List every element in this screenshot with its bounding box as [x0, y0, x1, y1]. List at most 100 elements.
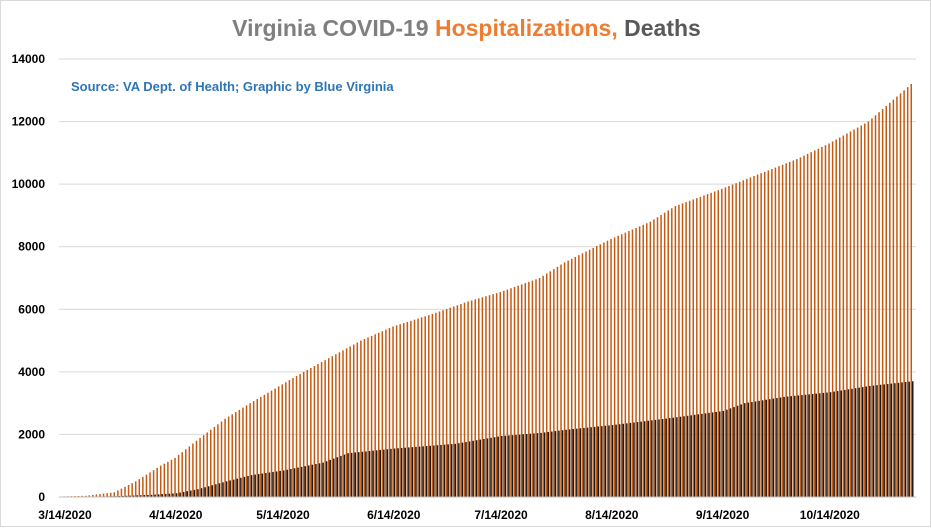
- bar-hospitalizations: [550, 271, 552, 497]
- bar-deaths: [294, 468, 296, 497]
- bar-deaths: [304, 466, 306, 497]
- bar-hospitalizations: [278, 386, 280, 497]
- bar-deaths: [737, 406, 739, 497]
- bar-deaths: [254, 475, 256, 497]
- bar-deaths: [576, 429, 578, 497]
- bar-deaths: [665, 419, 667, 497]
- bar-hospitalizations: [364, 339, 366, 497]
- bar-deaths: [251, 475, 253, 497]
- bar-hospitalizations: [542, 276, 544, 497]
- bar-deaths: [440, 445, 442, 497]
- bar-deaths: [219, 483, 221, 497]
- bar-deaths: [533, 433, 535, 497]
- bar-deaths: [798, 395, 800, 497]
- bar-deaths: [630, 423, 632, 497]
- bar-hospitalizations: [846, 134, 848, 497]
- bar-hospitalizations: [521, 284, 523, 497]
- bar-deaths: [812, 394, 814, 497]
- bar-deaths: [480, 440, 482, 497]
- bar-hospitalizations: [285, 382, 287, 497]
- y-tick-label: 2000: [18, 427, 45, 441]
- bar-deaths: [848, 389, 850, 497]
- bar-deaths: [891, 384, 893, 497]
- bar-deaths: [887, 384, 889, 497]
- bar-hospitalizations: [289, 380, 291, 497]
- bar-hospitalizations: [410, 321, 412, 497]
- bar-deaths: [651, 420, 653, 497]
- bar-hospitalizations: [335, 354, 337, 497]
- bar-deaths: [869, 386, 871, 497]
- bar-deaths: [680, 417, 682, 497]
- bar-hospitalizations: [464, 303, 466, 497]
- bar-deaths: [229, 480, 231, 497]
- bar-hospitalizations: [142, 477, 144, 497]
- bar-deaths: [640, 422, 642, 497]
- bar-hospitalizations: [578, 255, 580, 497]
- bar-deaths: [233, 480, 235, 497]
- y-tick-label: 12000: [12, 115, 46, 129]
- bar-hospitalizations: [793, 161, 795, 497]
- bar-hospitalizations: [610, 239, 612, 497]
- bar-hospitalizations: [617, 236, 619, 497]
- bar-deaths: [876, 385, 878, 497]
- bar-deaths: [690, 415, 692, 497]
- bar-deaths: [194, 490, 196, 497]
- bar-hospitalizations: [871, 118, 873, 497]
- bar-hospitalizations: [457, 305, 459, 497]
- bar-deaths: [605, 426, 607, 497]
- bar-deaths: [826, 393, 828, 497]
- bar-hospitalizations: [868, 122, 870, 497]
- bar-hospitalizations: [264, 395, 266, 497]
- bar-hospitalizations: [535, 279, 537, 497]
- y-tick-label: 6000: [18, 302, 45, 316]
- bar-deaths: [401, 448, 403, 497]
- bar-deaths: [830, 392, 832, 497]
- bar-hospitalizations: [246, 405, 248, 497]
- bar-hospitalizations: [171, 460, 173, 497]
- bar-deaths: [698, 414, 700, 497]
- bar-deaths: [476, 440, 478, 497]
- bar-deaths: [694, 415, 696, 497]
- bar-hospitalizations: [614, 237, 616, 497]
- bar-deaths: [240, 478, 242, 497]
- bar-deaths: [322, 463, 324, 497]
- bar-hospitalizations: [710, 193, 712, 497]
- bar-hospitalizations: [746, 179, 748, 497]
- bar-deaths: [687, 416, 689, 497]
- bar-hospitalizations: [371, 336, 373, 497]
- bar-hospitalizations: [900, 93, 902, 497]
- bar-hospitalizations: [303, 372, 305, 497]
- bars: [64, 84, 914, 497]
- bar-hospitalizations: [743, 180, 745, 497]
- bar-deaths: [183, 492, 185, 497]
- bar-deaths: [726, 410, 728, 497]
- bar-deaths: [537, 433, 539, 497]
- bar-deaths: [708, 413, 710, 497]
- bar-hospitalizations: [442, 310, 444, 497]
- bar-hospitalizations: [117, 490, 119, 497]
- bar-hospitalizations: [474, 299, 476, 497]
- bar-deaths: [762, 400, 764, 497]
- bar-hospitalizations: [489, 295, 491, 497]
- x-tick-label: 4/14/2020: [149, 508, 203, 522]
- bar-deaths: [354, 452, 356, 497]
- bar-hospitalizations: [314, 366, 316, 497]
- bar-hospitalizations: [346, 348, 348, 497]
- x-tick-label: 7/14/2020: [474, 508, 528, 522]
- bar-deaths: [715, 412, 717, 497]
- bar-hospitalizations: [896, 97, 898, 497]
- bar-deaths: [837, 391, 839, 497]
- bar-deaths: [547, 432, 549, 497]
- bar-hospitalizations: [174, 458, 176, 497]
- bar-deaths: [394, 449, 396, 497]
- bar-hospitalizations: [367, 337, 369, 497]
- bar-deaths: [723, 411, 725, 497]
- bar-hospitalizations: [428, 315, 430, 497]
- bar-deaths: [351, 453, 353, 497]
- bar-hospitalizations: [903, 90, 905, 497]
- bar-hospitalizations: [203, 435, 205, 497]
- bar-deaths: [658, 419, 660, 497]
- x-tick-label: 3/14/2020: [38, 508, 92, 522]
- bar-hospitalizations: [621, 234, 623, 497]
